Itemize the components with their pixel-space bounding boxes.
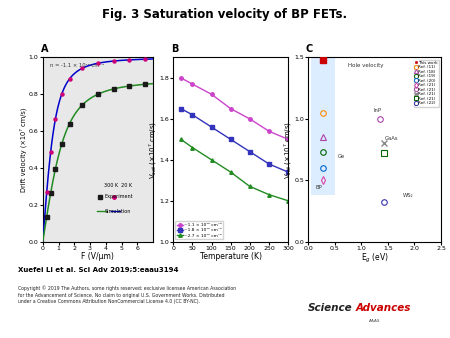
~1.8 × 10¹² cm⁻² — [266, 162, 272, 166]
Y-axis label: V$_{sat}$ (×10⁷ cm/s): V$_{sat}$ (×10⁷ cm/s) — [147, 120, 158, 179]
Text: Copyright © 2019 The Authors, some rights reserved; exclusive licensee American : Copyright © 2019 The Authors, some right… — [18, 286, 236, 305]
~2.7 × 10¹² cm⁻² — [190, 145, 195, 149]
X-axis label: F (V/μm): F (V/μm) — [81, 252, 114, 261]
Bar — [311, 50, 335, 195]
Text: WS₂: WS₂ — [403, 193, 414, 197]
~2.7 × 10¹² cm⁻² — [247, 184, 252, 188]
Text: BP: BP — [315, 185, 322, 190]
~1.1 × 10¹² cm⁻² — [178, 76, 184, 80]
Text: Science: Science — [308, 303, 353, 313]
Text: B: B — [171, 44, 178, 54]
Text: Advances: Advances — [356, 303, 411, 313]
Text: Xuefei Li et al. Sci Adv 2019;5:eaau3194: Xuefei Li et al. Sci Adv 2019;5:eaau3194 — [18, 267, 179, 273]
~2.7 × 10¹² cm⁻² — [228, 170, 233, 174]
X-axis label: E$_g$ (eV): E$_g$ (eV) — [360, 252, 389, 265]
~1.8 × 10¹² cm⁻² — [178, 106, 184, 111]
Text: InP: InP — [374, 108, 381, 113]
~2.7 × 10¹² cm⁻² — [209, 158, 214, 162]
~1.1 × 10¹² cm⁻² — [209, 92, 214, 96]
~2.7 × 10¹² cm⁻² — [266, 193, 272, 197]
Text: 300 K  20 K: 300 K 20 K — [104, 183, 133, 188]
~1.1 × 10¹² cm⁻² — [190, 82, 195, 86]
Text: Fig. 3 Saturation velocity of BP FETs.: Fig. 3 Saturation velocity of BP FETs. — [103, 8, 347, 21]
Text: GaAs: GaAs — [384, 136, 398, 141]
Text: Ge: Ge — [338, 154, 345, 160]
~1.8 × 10¹² cm⁻² — [247, 150, 252, 154]
~1.1 × 10¹² cm⁻² — [285, 137, 291, 141]
~1.8 × 10¹² cm⁻² — [228, 137, 233, 141]
Text: n = -1.1 × 10¹² cm⁻²: n = -1.1 × 10¹² cm⁻² — [50, 63, 105, 68]
X-axis label: Temperature (K): Temperature (K) — [200, 252, 261, 261]
Legend: ~1.1 × 10¹² cm⁻², ~1.8 × 10¹² cm⁻², ~2.7 × 10¹² cm⁻²: ~1.1 × 10¹² cm⁻², ~1.8 × 10¹² cm⁻², ~2.7… — [176, 221, 224, 239]
Line: ~1.8 × 10¹² cm⁻²: ~1.8 × 10¹² cm⁻² — [179, 107, 290, 174]
~1.8 × 10¹² cm⁻² — [190, 113, 195, 117]
Legend: This work, Ref. (11), Ref. (18), Ref. (19), Ref. (20), Ref. (21), Ref. (21), Ref: This work, Ref. (11), Ref. (18), Ref. (1… — [414, 59, 439, 106]
Line: ~2.7 × 10¹² cm⁻²: ~2.7 × 10¹² cm⁻² — [179, 138, 290, 202]
Text: AAAS: AAAS — [369, 319, 381, 323]
~1.8 × 10¹² cm⁻² — [285, 170, 291, 174]
Y-axis label: V$_{sat}$ (×10⁷ cm/s): V$_{sat}$ (×10⁷ cm/s) — [282, 120, 293, 179]
Text: C: C — [306, 44, 313, 54]
~2.7 × 10¹² cm⁻² — [178, 137, 184, 141]
~1.1 × 10¹² cm⁻² — [228, 106, 233, 111]
Text: Simulation: Simulation — [104, 209, 131, 214]
Text: Experiment: Experiment — [104, 194, 133, 199]
Y-axis label: Drift velocity (×10⁷ cm/s): Drift velocity (×10⁷ cm/s) — [20, 107, 27, 192]
Line: ~1.1 × 10¹² cm⁻²: ~1.1 × 10¹² cm⁻² — [179, 76, 290, 141]
Text: A: A — [40, 44, 48, 54]
~1.1 × 10¹² cm⁻² — [266, 129, 272, 133]
~2.7 × 10¹² cm⁻² — [285, 199, 291, 203]
Text: Hole velocity: Hole velocity — [348, 63, 383, 68]
~1.1 × 10¹² cm⁻² — [247, 117, 252, 121]
~1.8 × 10¹² cm⁻² — [209, 125, 214, 129]
